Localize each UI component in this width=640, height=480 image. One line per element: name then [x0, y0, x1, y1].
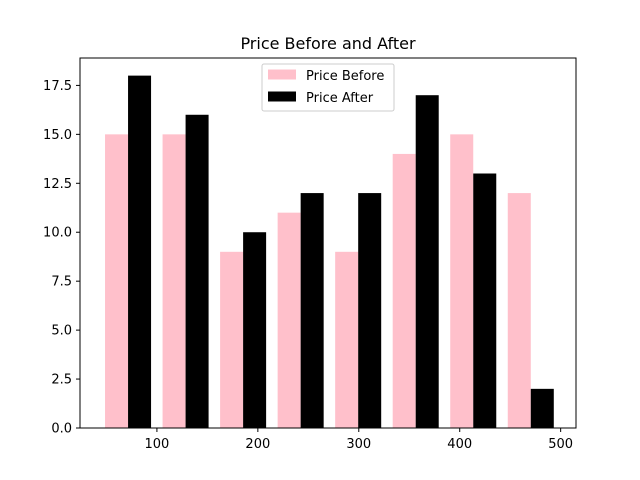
legend-swatch-price-before	[268, 69, 296, 80]
bar-price-before-4	[277, 212, 301, 428]
y-tick-label: 10.0	[43, 226, 72, 241]
bars-group	[105, 75, 554, 429]
bar-price-before-2	[162, 134, 186, 428]
x-tick-label: 200	[245, 437, 270, 452]
y-tick-label: 5.0	[51, 324, 72, 339]
y-tick-label: 7.5	[51, 275, 72, 290]
bar-price-after-6	[415, 95, 439, 428]
bar-price-after-4	[300, 193, 324, 428]
x-axis: 100 200 300 400 500	[144, 428, 573, 452]
x-tick-label: 400	[447, 437, 472, 452]
bar-price-before-5	[335, 251, 359, 428]
bar-price-after-1	[128, 75, 152, 429]
y-tick-label: 17.5	[43, 79, 72, 94]
plot-frame	[79, 57, 577, 429]
bar-price-before-7	[450, 134, 474, 428]
legend-swatch-price-after	[268, 91, 296, 102]
y-tick-label: 12.5	[43, 177, 72, 192]
bar-price-before-3	[220, 251, 244, 428]
bar-price-before-1	[105, 134, 129, 428]
bar-price-after-5	[358, 193, 382, 428]
bar-price-before-8	[507, 193, 531, 428]
bar-price-after-3	[243, 232, 267, 428]
y-axis: 0.0 2.5 5.0 7.5 10.0 12.5 15.0 17.5	[43, 79, 80, 437]
bar-price-after-7	[473, 173, 497, 428]
x-tick-label: 300	[346, 437, 371, 452]
y-tick-label: 2.5	[51, 373, 72, 388]
legend-label-price-before: Price Before	[306, 69, 384, 84]
y-tick-label: 15.0	[43, 128, 72, 143]
chart-title: Price Before and After	[240, 34, 416, 53]
legend-label-price-after: Price After	[306, 91, 374, 106]
bar-price-after-8	[530, 388, 554, 428]
x-tick-label: 500	[548, 437, 573, 452]
bar-price-before-6	[392, 153, 416, 428]
y-tick-label: 0.0	[51, 422, 72, 437]
legend: Price Before Price After	[261, 63, 395, 112]
x-tick-label: 100	[144, 437, 169, 452]
bar-price-after-2	[185, 114, 209, 429]
